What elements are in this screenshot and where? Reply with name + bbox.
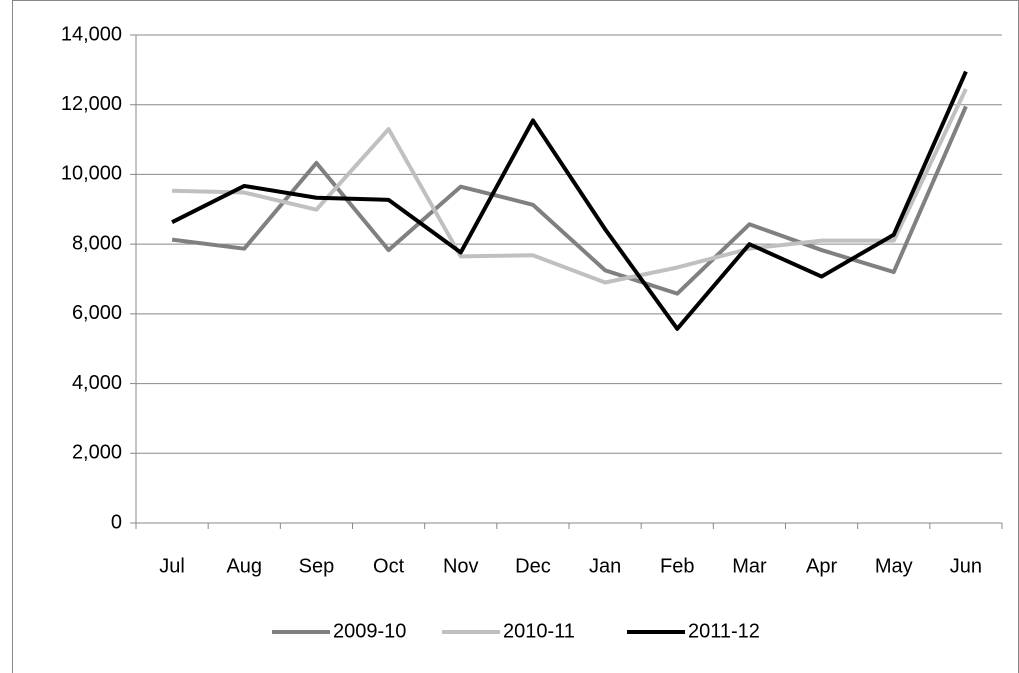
x-tick-label: Apr (806, 555, 837, 577)
x-tick-label: Nov (443, 555, 479, 577)
legend-label: 2009-10 (333, 620, 406, 642)
y-tick-label: 12,000 (61, 93, 122, 115)
y-tick-label: 8,000 (72, 232, 122, 254)
x-tick-label: Oct (373, 555, 405, 577)
y-tick-label: 10,000 (61, 163, 122, 185)
x-tick-label: May (875, 555, 913, 577)
x-tick-label: Jul (159, 555, 185, 577)
y-tick-label: 14,000 (61, 23, 122, 45)
x-tick-label: Aug (226, 555, 262, 577)
x-tick-label: Sep (299, 555, 335, 577)
x-tick-label: Feb (660, 555, 694, 577)
series-line (171, 70, 968, 331)
y-tick-label: 2,000 (72, 442, 122, 464)
legend-label: 2010-11 (503, 620, 575, 642)
y-tick-label: 0 (111, 511, 122, 533)
x-tick-label: Mar (732, 555, 767, 577)
x-tick-label: Jan (589, 555, 621, 577)
series-line (172, 88, 968, 285)
x-tick-label: Jun (950, 555, 982, 577)
y-tick-label: 4,000 (72, 372, 122, 394)
series-line (171, 105, 968, 296)
legend-label: 2011-12 (688, 620, 760, 642)
x-tick-label: Dec (515, 555, 551, 577)
y-tick-label: 6,000 (72, 302, 122, 324)
